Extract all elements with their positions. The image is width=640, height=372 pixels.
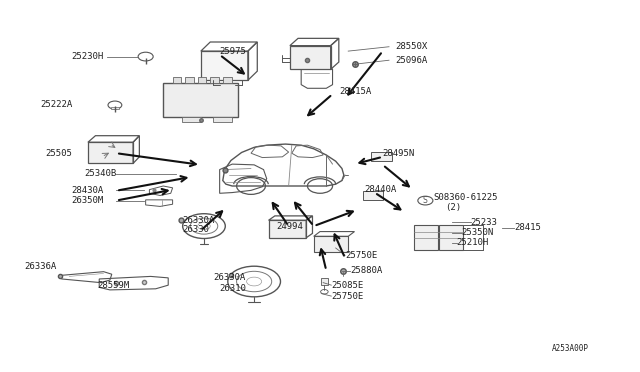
Bar	[414, 225, 438, 250]
Text: 24994: 24994	[276, 222, 303, 231]
Text: 25096A: 25096A	[396, 56, 428, 65]
Text: 25233: 25233	[470, 218, 497, 227]
Bar	[269, 220, 306, 238]
Text: 28559M: 28559M	[97, 280, 129, 290]
Text: 25222A: 25222A	[40, 100, 72, 109]
Text: 28440A: 28440A	[364, 185, 396, 194]
Text: 25350N: 25350N	[461, 228, 494, 237]
Bar	[211, 77, 219, 83]
Bar	[290, 46, 331, 69]
Bar	[173, 77, 181, 83]
Text: 25975: 25975	[220, 47, 246, 56]
Text: 28495N: 28495N	[383, 150, 415, 158]
Bar	[198, 77, 207, 83]
Text: 26336A: 26336A	[24, 262, 56, 272]
Text: 28550X: 28550X	[396, 42, 428, 51]
Text: 25085E: 25085E	[332, 280, 364, 290]
Text: 28415: 28415	[515, 223, 541, 232]
Text: 25340B: 25340B	[84, 170, 116, 179]
Bar	[371, 152, 392, 161]
Bar	[201, 51, 248, 80]
Text: 26330: 26330	[182, 225, 209, 234]
Text: 26330A: 26330A	[182, 216, 214, 225]
Bar	[213, 117, 232, 122]
Text: 25750E: 25750E	[332, 292, 364, 301]
Bar	[439, 225, 463, 250]
Bar	[321, 278, 328, 285]
Text: 25880A: 25880A	[350, 266, 382, 275]
Text: 28415A: 28415A	[339, 87, 371, 96]
Text: 25505: 25505	[45, 149, 72, 158]
Text: S: S	[423, 196, 428, 205]
Bar	[111, 106, 118, 109]
Text: 28430A: 28430A	[72, 186, 104, 195]
Text: 25750E: 25750E	[345, 251, 378, 260]
Bar	[363, 191, 383, 200]
Bar	[182, 117, 201, 122]
Text: 26330A: 26330A	[213, 273, 246, 282]
Bar	[163, 83, 239, 118]
Text: (2): (2)	[445, 203, 461, 212]
Text: S08360-61225: S08360-61225	[433, 193, 497, 202]
Text: 26310: 26310	[220, 284, 246, 293]
Bar	[88, 142, 133, 163]
Bar	[185, 77, 194, 83]
Text: 25230H: 25230H	[72, 52, 104, 61]
Text: 26350M: 26350M	[72, 196, 104, 205]
Text: 25210H: 25210H	[457, 238, 489, 247]
Text: A253A00P: A253A00P	[552, 344, 589, 353]
Bar	[223, 77, 232, 83]
Bar	[314, 236, 348, 251]
